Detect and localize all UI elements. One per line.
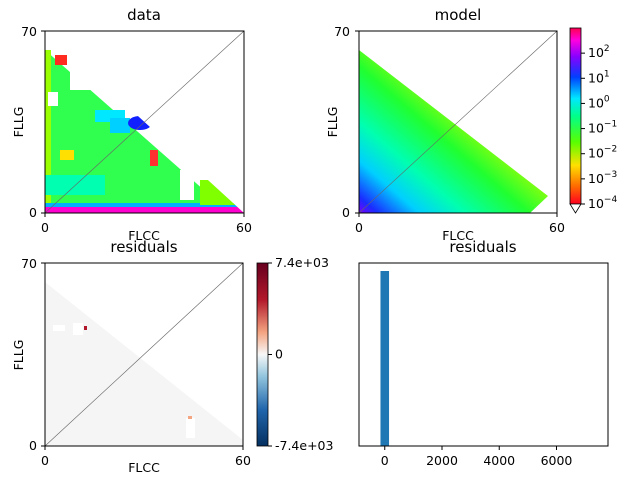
- model-ytick-label-70: 70: [334, 24, 350, 39]
- model-cbar-tick-label-6: 10−4: [588, 195, 617, 211]
- model-xtick-label-0: 0: [355, 220, 363, 235]
- data-xlabel: FLCC: [128, 228, 160, 243]
- residuals-hist-panel: residuals 0 2000 4000 6000: [358, 238, 609, 468]
- residuals-cbar-tick-label-1: 0: [275, 347, 283, 362]
- residuals-heatmap: [45, 282, 243, 446]
- model-cbar-tick-label-2: 100: [588, 94, 610, 110]
- residuals-map-ylabel: FLLG: [11, 340, 26, 371]
- residuals-hist-xtick-label-2: 4000: [483, 453, 515, 468]
- data-heatmap: [45, 50, 244, 213]
- model-panel: model 0 60 0 70 FLCC FLLG 10210110010−11…: [325, 6, 617, 243]
- data-panel: data 0 60 0 70 FLCC FLLG: [11, 6, 252, 243]
- model-colorbar: 102 101 100 10−1 10−2 10−3 10−4: [569, 27, 617, 214]
- data-xtick-label-60: 60: [236, 220, 252, 235]
- model-diagonal-line: [358, 30, 558, 214]
- residuals-map-axes-frame: [44, 262, 244, 447]
- model-xtick-label-60: 60: [549, 220, 565, 235]
- residuals-hist-axes-frame: [358, 262, 609, 447]
- residuals-hist-xtick-label-1: 2000: [426, 453, 458, 468]
- model-colorbar-extend-triangle: [569, 203, 582, 214]
- residuals-map-title: residuals: [110, 238, 177, 256]
- residuals-map-panel: residuals 0 60 0 70 FLCC FLLG 7.4e+03 0 -7…: [11, 238, 333, 475]
- data-ytick-label-70: 70: [21, 24, 37, 39]
- residuals-hist-bar-0: [380, 271, 390, 446]
- model-cbar-tick-label-1: 101: [588, 69, 610, 85]
- residuals-hist-xtick-label-0: 0: [381, 453, 389, 468]
- model-heatmap: [359, 50, 548, 213]
- model-title: model: [435, 6, 482, 24]
- data-ylabel: FLLG: [11, 107, 26, 138]
- data-ytick-label-0: 0: [29, 205, 37, 220]
- residuals-hist-title: residuals: [449, 238, 516, 256]
- residuals-red-spot: [84, 326, 87, 330]
- residuals-map-xtick-label-0: 0: [41, 453, 49, 468]
- residuals-cbar-tick-label-0: 7.4e+03: [275, 255, 329, 270]
- residuals-orange-spot: [188, 416, 192, 419]
- residuals-diagonal-line: [44, 262, 244, 447]
- model-xlabel: FLCC: [442, 228, 474, 243]
- model-cbar-tick-label-4: 10−2: [588, 145, 617, 161]
- model-axes-frame: [358, 30, 558, 214]
- residuals-colorbar: 7.4e+03 0 -7.4e+03: [256, 255, 333, 453]
- residuals-cbar-tick-label-2: -7.4e+03: [275, 438, 333, 453]
- model-cbar-tick-label-0: 102: [588, 44, 610, 60]
- model-cbar-tick-label-5: 10−3: [588, 170, 617, 186]
- model-cbar-tick-label-3: 10−1: [588, 120, 617, 136]
- data-diagonal-line: [44, 30, 245, 214]
- residuals-map-xlabel: FLCC: [128, 460, 160, 475]
- residuals-hist-xtick-label-3: 6000: [541, 453, 573, 468]
- residuals-map-ytick-label-70: 70: [21, 256, 37, 271]
- data-axes-frame: [44, 30, 245, 214]
- data-title: data: [127, 6, 161, 24]
- data-xtick-label-0: 0: [41, 220, 49, 235]
- model-ytick-label-0: 0: [342, 205, 350, 220]
- model-ylabel: FLLG: [325, 107, 340, 138]
- residuals-map-xtick-label-60: 60: [235, 453, 251, 468]
- residuals-map-ytick-label-0: 0: [29, 438, 37, 453]
